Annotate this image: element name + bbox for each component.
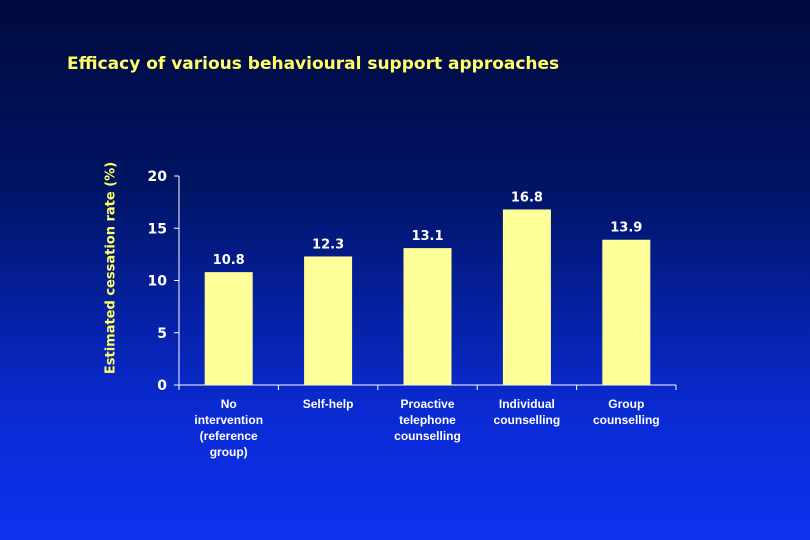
y-tick-label: 0 xyxy=(157,378,167,394)
bar xyxy=(204,272,253,385)
x-tick-label: Individual counselling xyxy=(494,397,561,427)
data-label: 16.8 xyxy=(511,190,543,205)
bar xyxy=(502,209,551,385)
data-label: 10.8 xyxy=(213,253,245,268)
y-tick-label: 15 xyxy=(148,221,167,237)
chart-labels: 0 5 10 15 20 10.8 No intervention (reference grou… xyxy=(148,169,660,459)
chart-bars xyxy=(204,209,651,385)
data-label: 12.3 xyxy=(312,237,344,252)
bar xyxy=(304,256,353,385)
chart-title: Efficacy of various behavioural support … xyxy=(67,54,560,74)
y-tick-label: 10 xyxy=(148,274,168,290)
bar xyxy=(602,239,651,385)
data-label: 13.9 xyxy=(610,221,642,236)
data-label: 13.1 xyxy=(411,229,443,244)
x-tick-label: Proactive telephone counselling xyxy=(394,397,461,443)
x-tick-label: Self-help xyxy=(303,397,354,411)
bar xyxy=(403,248,452,385)
x-tick-label: No intervention (reference group) xyxy=(194,397,263,459)
y-tick-label: 20 xyxy=(148,169,168,185)
x-tick-label: Group counselling xyxy=(593,397,660,427)
y-tick-label: 5 xyxy=(157,326,167,342)
